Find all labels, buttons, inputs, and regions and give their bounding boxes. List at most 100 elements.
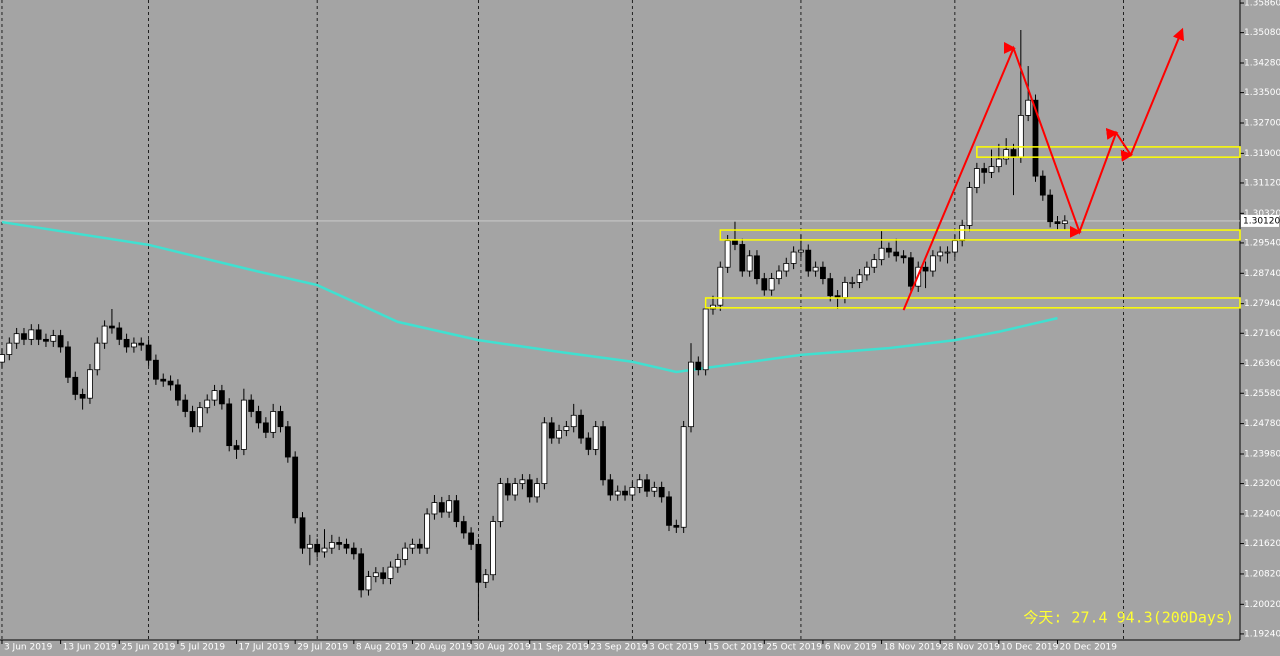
candle-body <box>629 487 636 496</box>
candle-body <box>13 333 20 344</box>
candle-body <box>416 543 423 549</box>
candle-body <box>233 445 240 450</box>
candle-body <box>995 158 1002 168</box>
candle-body <box>343 543 350 549</box>
candle-body <box>299 517 306 549</box>
candle-body <box>761 278 768 291</box>
candle-body <box>849 282 856 284</box>
candle-body <box>578 414 584 439</box>
candle-body <box>167 380 174 386</box>
x-tick-label: 5 Jul 2019 <box>180 643 225 653</box>
y-tick-label: 1.23200 <box>1244 479 1280 489</box>
y-tick-label: 1.20020 <box>1244 600 1280 610</box>
x-tick-label: 18 Nov 2019 <box>884 643 942 653</box>
candle-body <box>732 240 738 245</box>
candle-body <box>959 225 966 242</box>
candle-body <box>1017 114 1024 158</box>
candle-body <box>6 342 13 355</box>
y-tick-label: 1.24780 <box>1244 419 1280 429</box>
candle-body <box>226 403 233 447</box>
candle-body <box>57 335 64 348</box>
y-tick-label: 1.33500 <box>1244 88 1280 98</box>
candle-body <box>424 513 431 549</box>
candle-body <box>28 329 35 340</box>
candle-body <box>284 426 291 458</box>
y-tick-label: 1.32700 <box>1244 118 1280 128</box>
candle-body <box>981 168 988 173</box>
candle-body <box>182 399 189 412</box>
y-tick-label: 1.34280 <box>1244 59 1280 69</box>
candle-body <box>21 333 27 340</box>
candle-body <box>387 566 394 579</box>
x-tick-label: 23 Sep 2019 <box>590 643 647 653</box>
y-tick-label: 1.23980 <box>1244 449 1280 459</box>
candle-body <box>270 411 277 433</box>
candle-body <box>372 572 379 578</box>
candle-body <box>526 479 533 498</box>
candle-body <box>43 338 49 342</box>
candle-body <box>900 255 907 259</box>
candle-body <box>468 532 474 545</box>
candle-body <box>1025 99 1032 116</box>
candle-body <box>350 547 357 555</box>
candle-body <box>65 346 71 378</box>
candle-body <box>277 411 284 428</box>
x-tick-label: 20 Dec 2019 <box>1059 643 1117 653</box>
candle-body <box>592 426 599 450</box>
candle-body <box>446 500 453 513</box>
candle-body <box>431 502 438 515</box>
candle-body <box>453 500 460 522</box>
annotation: 今天: 27.4 94.3(200Days) <box>1023 609 1234 627</box>
y-tick-label: 1.22400 <box>1244 509 1280 519</box>
y-tick-label: 1.31120 <box>1244 178 1280 188</box>
candle-body <box>240 399 247 450</box>
candle-body <box>776 270 782 280</box>
y-tick-label: 1.31900 <box>1244 149 1280 159</box>
candle-body <box>585 437 592 450</box>
candle-body <box>512 483 518 496</box>
candle-body <box>871 259 878 268</box>
candle-body <box>409 543 416 549</box>
candle-body <box>651 487 658 492</box>
candle-body <box>153 359 159 380</box>
candle-body <box>856 274 863 283</box>
candle-body <box>864 266 870 276</box>
x-tick-label: 6 Nov 2019 <box>825 643 877 653</box>
candle-body <box>951 240 958 253</box>
candle-body <box>138 342 145 346</box>
candle-body <box>490 521 496 576</box>
candle-body <box>922 266 929 272</box>
candle-body <box>504 483 511 496</box>
candle-body <box>739 244 746 272</box>
y-tick-label: 1.28740 <box>1244 269 1280 279</box>
candle-body <box>482 574 489 583</box>
candle-body <box>885 247 892 253</box>
candle-body <box>394 559 401 568</box>
candle-body <box>636 479 643 488</box>
y-tick-label: 1.19240 <box>1244 629 1280 639</box>
candle-body <box>688 361 694 428</box>
candle-body <box>262 422 269 433</box>
candle-body <box>570 414 577 428</box>
candle-body <box>790 251 797 264</box>
candle-body <box>944 251 951 254</box>
y-tick-label: 1.27160 <box>1244 329 1280 339</box>
candle-body <box>644 479 650 492</box>
candle-body <box>768 278 775 291</box>
moving-average <box>1 220 1058 374</box>
candle-body <box>336 542 343 545</box>
candle-body <box>724 240 731 268</box>
candle-body <box>174 384 181 401</box>
candle-body <box>204 399 211 409</box>
candle-body <box>160 378 167 382</box>
candle-body <box>1010 149 1017 158</box>
candle-body <box>746 255 753 272</box>
y-tick-label: 1.29540 <box>1244 238 1280 248</box>
candle-body <box>783 263 790 272</box>
candle-body <box>211 390 218 401</box>
candle-body <box>87 369 93 399</box>
candle-body <box>0 354 5 363</box>
candle-body <box>798 249 804 253</box>
candle-body <box>754 255 760 280</box>
